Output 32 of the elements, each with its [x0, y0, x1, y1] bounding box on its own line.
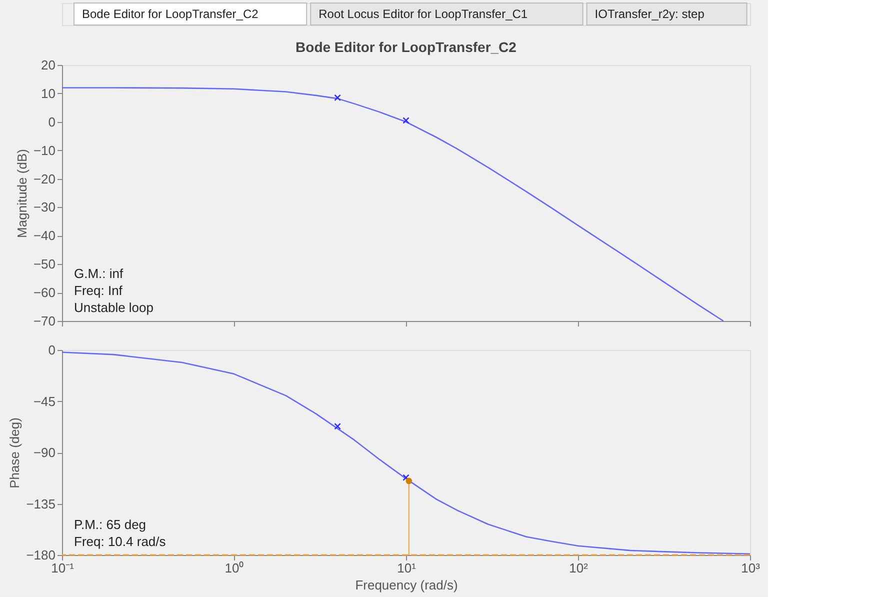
x-tick-label: 10¹: [397, 560, 417, 576]
text: IOTransfer_r2y: step: [594, 7, 705, 21]
y-tick-label: −60: [33, 285, 56, 300]
x-tick-label: 10⁰: [224, 560, 244, 576]
annotation: P.M.: 65 deg: [74, 517, 146, 532]
y-tick-label: 0: [48, 114, 56, 130]
x-tick-label: 10³: [741, 560, 761, 576]
y-tick-label: −70: [33, 314, 56, 328]
y-tick-label: −180: [26, 548, 56, 562]
y-axis-title: Magnitude (dB): [14, 149, 30, 238]
annotation: G.M.: inf: [74, 266, 124, 281]
x-axis-title: Frequency (rad/s): [355, 578, 458, 592]
y-tick-label: 20: [41, 58, 56, 72]
y-tick-label: −20: [33, 171, 56, 186]
annotation: Freq: Inf: [74, 283, 123, 298]
x-tick-label: 10²: [569, 560, 589, 576]
text: Bode Editor for LoopTransfer_C2: [82, 7, 259, 21]
text: Root Locus Editor for LoopTransfer_C1: [318, 7, 528, 21]
annotation: Unstable loop: [74, 300, 154, 315]
chart-title: Bode Editor for LoopTransfer_C2: [296, 39, 517, 55]
y-tick-label: −135: [26, 496, 56, 512]
y-tick-label: −45: [33, 394, 56, 409]
y-tick-label: −40: [33, 228, 56, 244]
y-tick-label: −10: [33, 142, 56, 158]
y-tick-label: −90: [33, 445, 56, 460]
y-tick-label: −30: [33, 200, 56, 215]
y-tick-label: 0: [48, 342, 56, 358]
y-tick-label: −50: [33, 256, 56, 272]
annotation: Freq: 10.4 rad/s: [74, 534, 166, 549]
y-tick-label: 10: [41, 86, 56, 101]
x-tick-label: 10⁻¹: [51, 560, 75, 576]
y-axis-title: Phase (deg): [7, 418, 22, 488]
